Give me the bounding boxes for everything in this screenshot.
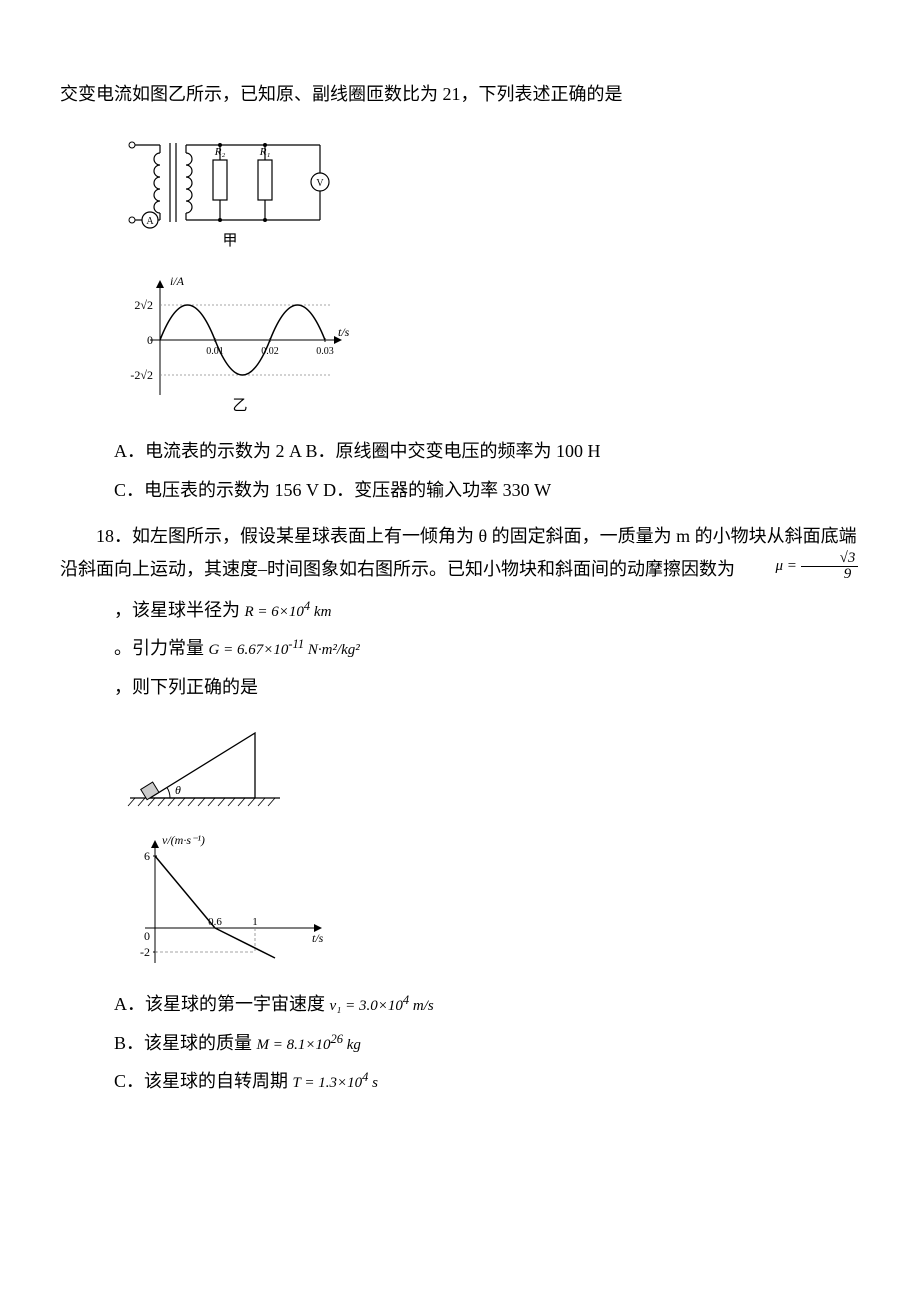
optB-sup: 26 bbox=[331, 1032, 344, 1046]
optC-sym: T = 1.3×10 bbox=[293, 1075, 363, 1091]
optA-text: A．该星球的第一宇宙速度 bbox=[114, 994, 325, 1014]
q17-option-CD: C．电压表的示数为 156 V D．变压器的输入功率 330 W bbox=[60, 474, 860, 506]
mu-den: 9 bbox=[801, 567, 859, 582]
ammeter-label: A bbox=[146, 216, 154, 227]
q18-option-B: B．该星球的质量 M = 8.1×1026 kg bbox=[60, 1027, 860, 1059]
vt-x1: 1 bbox=[252, 916, 258, 928]
theta-label: θ bbox=[175, 783, 181, 797]
G-expr: G = 6.67×10 bbox=[209, 642, 289, 658]
G-text: 。引力常量 bbox=[114, 638, 204, 658]
optA-unit: m/s bbox=[409, 998, 434, 1014]
voltmeter-label: V bbox=[316, 178, 324, 189]
r2-label: R₂ bbox=[214, 146, 226, 158]
circuit-diagram-svg: A R₂ R₁ V 甲 bbox=[120, 125, 340, 255]
vt-x-label: t/s bbox=[312, 931, 324, 945]
q18-radius-line: ，该星球半径为 R = 6×104 km bbox=[60, 594, 860, 626]
G-sup: -11 bbox=[288, 637, 304, 651]
y-axis-label: i/A bbox=[170, 274, 185, 288]
optB-sym: M = 8.1×10 bbox=[257, 1037, 331, 1053]
radius-text: ，该星球半径为 bbox=[114, 600, 240, 620]
q17-option-AB: A．电流表的示数为 2 A B．原线圈中交变电压的频率为 100 H bbox=[60, 435, 860, 467]
G-unit: N·m²/kg² bbox=[304, 642, 360, 658]
q18-intro-text: 18．如左图所示，假设某星球表面上有一倾角为 θ 的固定斜面，一质量为 m 的小… bbox=[60, 526, 857, 578]
vt-y6: 6 bbox=[144, 849, 150, 863]
q18-option-A: A．该星球的第一宇宙速度 v₁ = 3.0×104 m/s bbox=[60, 988, 860, 1020]
optB-unit: kg bbox=[343, 1037, 361, 1053]
q18-intro: 18．如左图所示，假设某星球表面上有一倾角为 θ 的固定斜面，一质量为 m 的小… bbox=[60, 520, 860, 586]
optC-text: C．该星球的自转周期 bbox=[114, 1071, 288, 1091]
mu-num: √3 bbox=[801, 551, 859, 567]
vt-graph-svg: v/(m·s⁻¹) t/s 6 0 -2 0.6 1 bbox=[120, 828, 330, 973]
q18-G-line: 。引力常量 G = 6.67×10-11 N·m²/kg² bbox=[60, 632, 860, 664]
graph-caption: 乙 bbox=[232, 398, 247, 414]
q18-vt-figure: v/(m·s⁻¹) t/s 6 0 -2 0.6 1 bbox=[120, 828, 860, 973]
q17-intro: 交变电流如图乙所示，已知原、副线圈匝数比为 21，下列表述正确的是 bbox=[60, 78, 860, 110]
R-expr: R = 6×10 bbox=[245, 604, 304, 620]
current-graph-svg: i/A t/s 2√2 0 -2√2 0.01 0.02 0.03 乙 bbox=[120, 270, 355, 420]
q18-option-C: C．该星球的自转周期 T = 1.3×104 s bbox=[60, 1065, 860, 1097]
optC-unit: s bbox=[368, 1075, 378, 1091]
circuit-caption: 甲 bbox=[222, 233, 237, 249]
xtick-3: 0.03 bbox=[316, 346, 334, 357]
incline-svg: θ bbox=[120, 718, 290, 813]
optA-sym: v₁ = 3.0×10 bbox=[330, 998, 403, 1014]
x-axis-label: t/s bbox=[338, 325, 350, 339]
ytick-zero: 0 bbox=[147, 333, 153, 347]
r1-label: R₁ bbox=[259, 146, 271, 158]
optB-text: B．该星球的质量 bbox=[114, 1033, 252, 1053]
q18-incline-figure: θ bbox=[120, 718, 860, 813]
q17-graph-figure: i/A t/s 2√2 0 -2√2 0.01 0.02 0.03 乙 bbox=[120, 270, 860, 420]
q18-then: ，则下列正确的是 bbox=[60, 671, 860, 703]
vt-y0: 0 bbox=[144, 929, 150, 943]
ytick-neg: -2√2 bbox=[130, 368, 153, 382]
vt-yneg2: -2 bbox=[140, 945, 150, 959]
q17-circuit-figure: A R₂ R₁ V 甲 bbox=[120, 125, 860, 255]
R-unit: km bbox=[310, 604, 331, 620]
vt-y-label: v/(m·s⁻¹) bbox=[162, 833, 205, 847]
ytick-pos: 2√2 bbox=[134, 298, 153, 312]
mu-eq: μ = bbox=[776, 558, 797, 574]
